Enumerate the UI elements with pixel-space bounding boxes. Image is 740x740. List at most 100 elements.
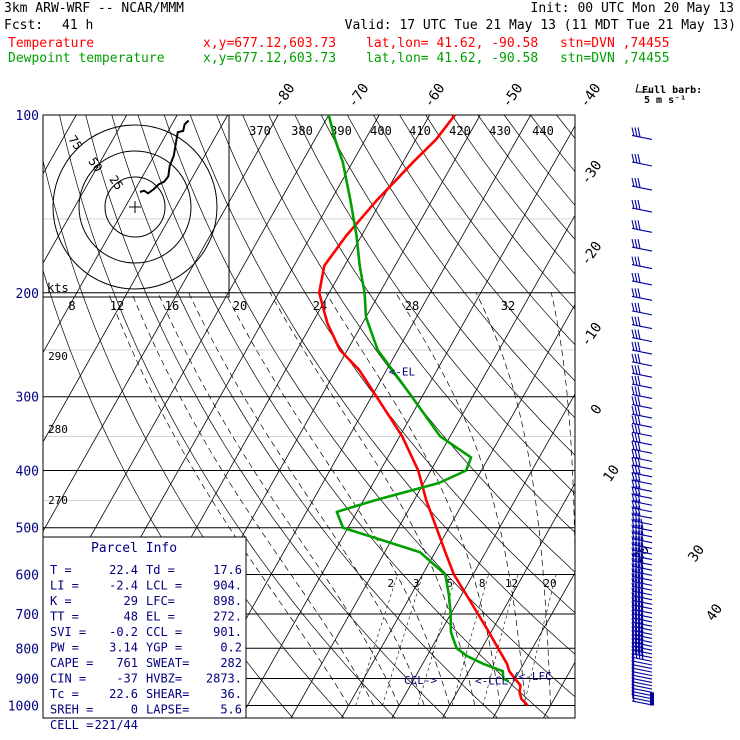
wind-barb-staff [631,337,653,343]
wind-barb-flag [640,609,644,621]
wind-key-units: 5 m s⁻¹ [644,95,686,106]
wind-barb-flag [637,441,641,451]
wind-barb-flag [631,558,635,567]
wind-barb-staff [631,413,653,419]
wind-barb-flag [637,596,641,607]
isotherm-line [442,482,575,718]
mixing-ratio-line [417,574,457,706]
wind-barb-flag [640,638,644,649]
moist-adiabat-line [475,292,551,706]
parcel-field-label: SWEAT= [146,656,189,670]
wind-barb-staff [631,361,653,367]
parcel-field-value: 0 [131,703,138,717]
wind-barb-staff [631,264,653,270]
wind-barb-flag [637,424,641,434]
wind-barb-staff [631,681,653,687]
hodograph-trace [139,119,190,195]
dry-adiabat-line [425,115,575,310]
wind-barb-flag [631,365,635,374]
wind-barb-flag [631,512,635,522]
mixing-ratio-line [523,574,557,706]
wind-barb-flag [634,552,638,563]
wind-barb-flag [640,568,644,579]
parcel-field-label: CAPE = [50,656,93,670]
wind-barb-flag [634,634,638,644]
hodograph-speed-label: 8 [68,299,75,313]
isotherm-line [645,115,740,718]
theta-e-label: 280 [48,423,68,436]
wind-barb-flag [634,220,638,230]
wind-barb-flag [640,518,644,530]
wind-barb-flag [637,512,641,523]
moist-adiabat-line [131,292,375,706]
wind-barb-flag [640,605,644,616]
dewpoint-trace [327,114,510,683]
parcel-field-label: LAPSE= [146,703,189,717]
parcel-field-label: LFC= [146,594,175,608]
model-title: 3km ARW-WRF -- NCAR/MMM [4,1,185,16]
wind-barb-flag [631,587,635,597]
wind-barb-flag [634,272,638,283]
parcel-field-value: 5.6 [220,703,242,717]
parcel-field-label: YGP = [146,641,182,655]
moist-adiabat-line [108,292,349,706]
wind-barb-flag [640,614,644,625]
wind-barb-staff [631,664,653,670]
wind-barb-flag [631,449,635,458]
parcel-field-label: K = [50,594,72,608]
ccl-marker: CCL-> [404,674,437,687]
wind-barb-flag [637,518,641,529]
wind-barb-flag [634,512,638,522]
wind-barb-staff [631,691,653,697]
wind-barbs [631,127,653,706]
wind-barb-flag [640,592,644,603]
wind-barb-flag [634,541,638,552]
wind-barb-flag [631,686,635,696]
wind-barb-flag [631,656,635,666]
parcel-field-label: TT = [50,610,79,624]
wind-barb-flag [637,457,641,467]
wind-barb-flag [631,472,635,481]
wind-barb-staff [631,383,653,389]
wind-barb-flag [637,582,641,593]
wind-barb-flag [631,692,635,702]
wind-barb-flag [637,630,641,641]
hodograph-speed-label: 28 [405,299,419,313]
hodograph-ring-label: 75 [65,133,85,153]
parcel-info-title: Parcel Info [91,541,177,556]
wind-key-barb [635,83,639,93]
isotherm-label: -80 [271,81,299,111]
parcel-field-label: SVI = [50,625,86,639]
isotherm-label: -40 [577,81,605,111]
wind-barb-flag [640,563,644,574]
wind-barb-flag [631,592,635,601]
parcel-field-value: -37 [116,672,138,686]
isotherm-line [189,115,532,718]
parcel-field-value: 0.2 [220,641,242,655]
wind-barb-flag [637,573,641,584]
parcel-field-value: 282 [220,656,242,670]
wind-barb-flag [634,618,638,628]
wind-barb-flag [637,645,641,656]
wind-barb-flag [637,220,641,231]
parcel-field-label: T = [50,563,72,577]
wind-barb-flag [640,618,644,629]
wind-barb-flag [637,536,641,547]
wind-barb-flag [634,530,638,540]
wind-barb-flag [637,386,641,397]
wind-barb-flag [631,578,635,587]
legend-dewpoint-xy: x,y=677.12,603.73 [203,51,337,66]
wind-barb-flag [631,618,635,627]
wind-barb-flag [640,622,644,633]
wind-barb-flag [634,302,638,312]
wind-barb-flag [631,302,635,312]
wind-barb-flag [634,415,638,425]
wind-barb-flag [634,630,638,640]
init-time: Init: 00 UTC Mon 20 May 13 [530,1,735,16]
wind-barb-flag [637,547,641,558]
hodograph-ring [78,150,192,264]
wind-barb-flag [631,689,635,699]
wind-barb-flag [634,582,638,593]
hodograph-ring [104,176,166,238]
wind-barb-flag [634,499,638,509]
